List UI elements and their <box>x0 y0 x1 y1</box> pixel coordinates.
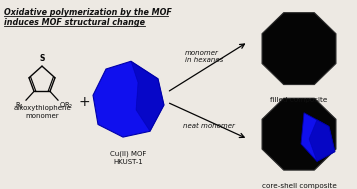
Text: induces MOF structural change: induces MOF structural change <box>4 18 145 26</box>
Polygon shape <box>93 61 164 137</box>
Polygon shape <box>262 13 336 84</box>
Polygon shape <box>262 98 336 170</box>
Text: +: + <box>78 95 90 109</box>
Text: filled composite: filled composite <box>270 97 328 103</box>
Text: Cu(II) MOF
HKUST-1: Cu(II) MOF HKUST-1 <box>110 151 146 165</box>
Text: alkoxythiophene
monomer: alkoxythiophene monomer <box>13 105 71 119</box>
Text: R$_1$: R$_1$ <box>15 101 24 111</box>
Polygon shape <box>131 61 164 131</box>
Text: core-shell composite: core-shell composite <box>262 183 336 189</box>
Text: Oxidative polymerization by the MOF: Oxidative polymerization by the MOF <box>4 8 172 17</box>
Polygon shape <box>301 113 335 161</box>
Polygon shape <box>309 120 335 161</box>
Text: OR$_2$: OR$_2$ <box>59 101 74 111</box>
Text: monomer
in hexanes: monomer in hexanes <box>185 50 223 63</box>
Text: neat monomer: neat monomer <box>183 123 235 129</box>
Text: S: S <box>39 54 45 63</box>
